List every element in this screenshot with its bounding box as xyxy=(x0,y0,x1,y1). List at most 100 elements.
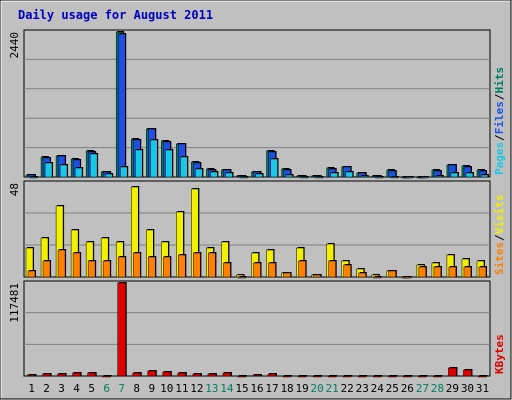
bar-kbytes xyxy=(403,375,412,378)
bar-shadow xyxy=(301,176,309,177)
bar-pages xyxy=(270,158,278,178)
bar-kbytes xyxy=(252,374,262,377)
legend-files: Files xyxy=(493,101,506,134)
bar-sites xyxy=(87,260,96,278)
bar-pages xyxy=(180,156,188,178)
day-label: 3 xyxy=(58,382,65,395)
bar-shadow xyxy=(434,375,443,376)
bar-kbytes xyxy=(463,369,472,377)
bar-sites xyxy=(253,262,261,278)
bar-kbytes xyxy=(327,375,337,378)
bar-kbytes xyxy=(132,372,141,377)
bar-kbytes xyxy=(177,372,187,377)
bar-sites xyxy=(178,254,186,278)
bar-sites xyxy=(148,256,156,278)
bar-kbytes xyxy=(147,370,157,377)
bar-pages xyxy=(165,149,173,178)
day-label: 23 xyxy=(356,382,369,395)
bar-pages xyxy=(44,162,53,178)
bar-kbytes xyxy=(373,375,382,378)
bar-kbytes xyxy=(297,375,307,378)
day-label: 18 xyxy=(280,382,293,395)
bar-kbytes xyxy=(282,375,292,378)
bar-sites xyxy=(328,260,336,278)
bar-sites xyxy=(298,260,306,278)
bar-pages xyxy=(375,176,384,179)
bar-sites xyxy=(448,266,457,278)
bar-shadow xyxy=(241,176,249,177)
bar-sites xyxy=(223,262,231,278)
bar-files xyxy=(117,33,126,178)
bar-pages xyxy=(390,176,399,179)
bar-sites xyxy=(313,274,321,278)
bar-shadow xyxy=(316,176,324,177)
day-label: 16 xyxy=(250,382,263,395)
bar-shadow xyxy=(284,375,293,376)
bar-shadow xyxy=(404,276,412,277)
bar-shadow xyxy=(376,176,384,177)
day-label: 14 xyxy=(220,382,234,395)
bar-shadow xyxy=(239,276,247,277)
bar-kbytes xyxy=(117,282,126,377)
bar-pages xyxy=(300,176,308,179)
bar-pages xyxy=(450,172,459,178)
day-label: 15 xyxy=(235,382,248,395)
bar-pages xyxy=(330,172,338,178)
legend-separator: / xyxy=(493,134,506,141)
bar-kbytes xyxy=(162,371,172,377)
bar-kbytes xyxy=(433,375,442,378)
bar-shadow xyxy=(103,375,112,376)
legend-pages: Pages xyxy=(493,142,506,175)
bar-kbytes xyxy=(72,372,81,377)
day-label: 8 xyxy=(133,382,140,395)
bar-sites xyxy=(358,272,366,278)
bar-kbytes xyxy=(478,375,487,378)
day-label: 26 xyxy=(401,382,414,395)
bar-pages xyxy=(104,173,113,178)
day-label: 1 xyxy=(28,382,35,395)
bar-shadow xyxy=(374,375,383,376)
bar-pages xyxy=(255,173,263,178)
series-legend: KBytes xyxy=(493,334,506,374)
bar-pages xyxy=(210,171,218,178)
bar-sites xyxy=(463,266,472,278)
bar-pages xyxy=(285,174,293,178)
bar-sites xyxy=(117,256,126,278)
bar-sites xyxy=(268,262,276,278)
bar-shadow xyxy=(31,176,39,177)
bar-pages xyxy=(195,168,203,178)
bar-kbytes xyxy=(342,375,352,378)
day-label: 11 xyxy=(175,382,188,395)
bar-pages xyxy=(315,176,323,179)
bar-kbytes xyxy=(207,373,217,377)
day-label: 5 xyxy=(88,382,95,395)
bar-kbytes xyxy=(57,373,66,377)
bar-pages xyxy=(405,176,414,179)
bar-sites xyxy=(42,260,51,278)
day-label: 22 xyxy=(341,382,354,395)
bar-sites xyxy=(433,266,442,278)
bar-kbytes xyxy=(418,375,427,378)
day-label: 17 xyxy=(265,382,278,395)
y-max-label: 117481 xyxy=(8,283,21,323)
legend-kbytes: KBytes xyxy=(493,334,506,374)
bar-pages xyxy=(360,175,368,178)
bar-sites xyxy=(283,272,291,278)
panel-bottom: 117481 KBytes xyxy=(8,280,506,378)
day-label: 31 xyxy=(476,382,489,395)
bar-sites xyxy=(193,252,201,278)
bar-pages xyxy=(465,172,474,178)
day-label: 21 xyxy=(326,382,339,395)
day-label: 27 xyxy=(416,382,429,395)
bar-pages xyxy=(420,176,429,179)
bar-pages xyxy=(89,153,98,178)
series-pages xyxy=(29,139,489,179)
bar-sites xyxy=(132,252,141,278)
bar-sites xyxy=(102,260,111,278)
day-label: 4 xyxy=(73,382,80,395)
bar-pages xyxy=(345,171,353,178)
day-label: 28 xyxy=(431,382,444,395)
bar-pages xyxy=(435,175,444,178)
